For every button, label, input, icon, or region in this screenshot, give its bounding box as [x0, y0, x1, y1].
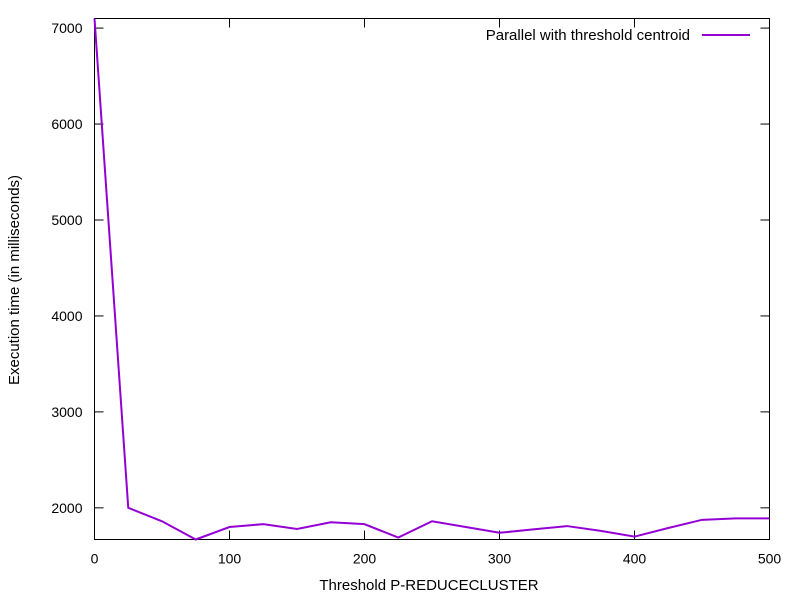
series-lines — [93, 18, 770, 541]
axis-ticks — [94, 18, 770, 540]
y-tick-label: 3000 — [51, 404, 82, 420]
y-tick-label: 7000 — [51, 20, 82, 36]
x-axis-title: Threshold P-REDUCECLUSTER — [319, 577, 538, 594]
legend: Parallel with threshold centroid — [486, 27, 750, 44]
y-tick-label: 2000 — [51, 500, 82, 516]
legend-label: Parallel with threshold centroid — [486, 27, 690, 44]
plot-frame — [94, 18, 770, 540]
y-axis-title: Execution time (in milliseconds) — [6, 175, 23, 385]
y-tick-label: 4000 — [51, 308, 82, 324]
y-tick-label: 5000 — [51, 212, 82, 228]
x-tick-label: 200 — [353, 551, 377, 567]
x-tick-label: 100 — [218, 551, 242, 567]
x-tick-label: 500 — [758, 551, 782, 567]
x-tick-label: 400 — [623, 551, 647, 567]
x-tick-label: 0 — [91, 551, 99, 567]
axis-tick-labels: 0 100 200 300 400 500 2000 3000 4000 5000 6000 7000 — [51, 20, 781, 566]
x-tick-label: 300 — [488, 551, 512, 567]
series-line — [93, 18, 770, 541]
y-tick-label: 6000 — [51, 116, 82, 132]
